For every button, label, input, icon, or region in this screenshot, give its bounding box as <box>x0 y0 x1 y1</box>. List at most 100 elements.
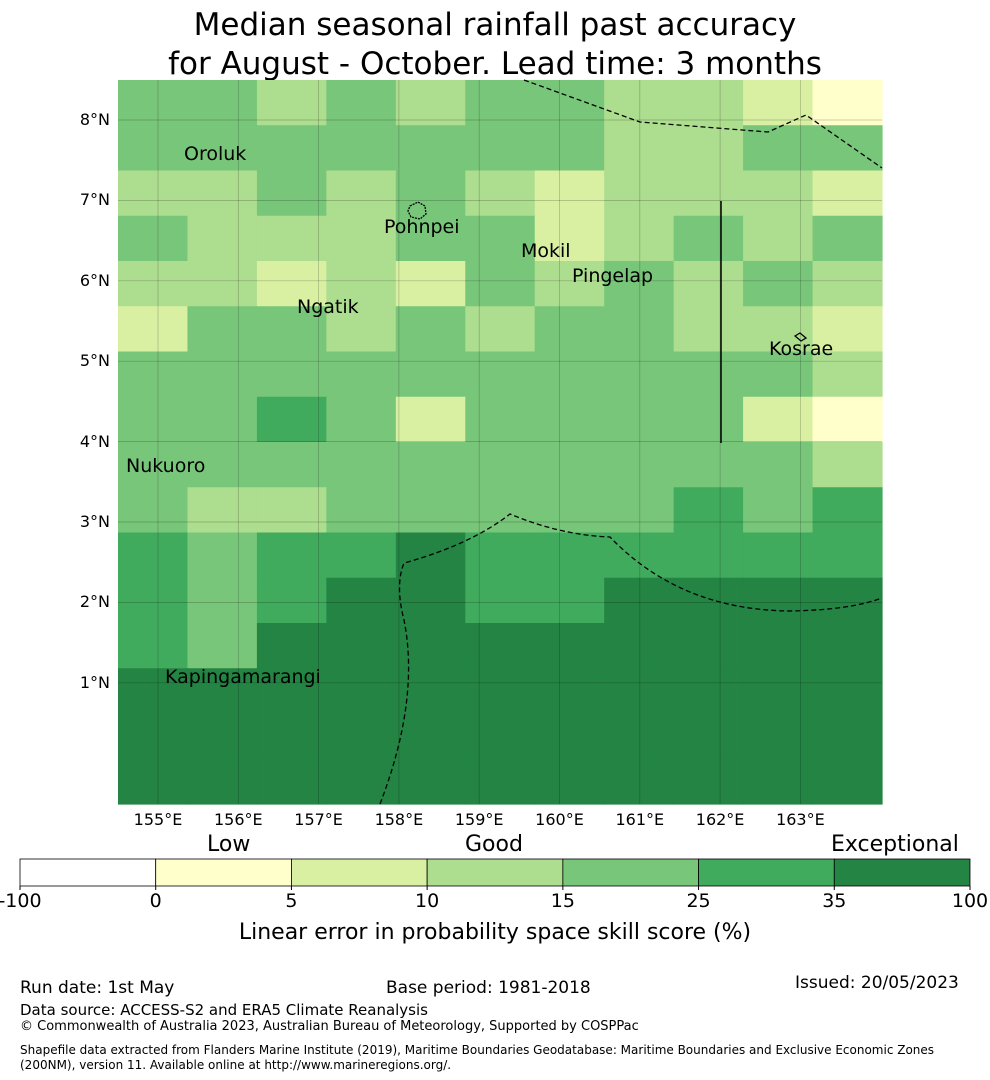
graticule <box>118 80 882 804</box>
skill-cell <box>256 532 327 579</box>
base-period: Base period: 1981-2018 <box>386 978 591 998</box>
skill-cell <box>465 80 536 126</box>
pohnpei-island-shape <box>407 201 427 220</box>
skill-cell <box>465 623 536 669</box>
skill-cell <box>604 351 675 398</box>
colorbar-tick-label: 15 <box>550 890 575 912</box>
skill-cell <box>534 623 605 669</box>
colorbar <box>19 858 971 890</box>
skill-cell <box>326 261 397 307</box>
skill-cell <box>118 261 189 307</box>
skill-cell <box>256 215 327 262</box>
skill-cell <box>673 351 744 398</box>
skill-cell <box>604 487 675 534</box>
skill-cell <box>673 577 744 624</box>
skill-cell <box>673 442 744 488</box>
skill-cell <box>673 668 744 715</box>
skill-cell <box>743 351 814 398</box>
skill-cell <box>118 396 189 443</box>
issued-date: Issued: 20/05/2023 <box>795 973 959 993</box>
skill-cell <box>534 442 605 488</box>
skill-cell <box>118 170 189 217</box>
place-label-ngatik: Ngatik <box>297 296 359 318</box>
skill-cell <box>187 351 258 398</box>
skill-cell <box>604 170 675 217</box>
skill-cell <box>604 442 675 488</box>
colorbar-category-low: Low <box>207 832 251 857</box>
skill-cell <box>673 125 744 172</box>
skill-cell <box>673 80 744 126</box>
skill-cell <box>187 396 258 443</box>
skill-cell <box>256 261 327 307</box>
skill-cell <box>187 80 258 126</box>
place-label-pingelap: Pingelap <box>572 265 654 287</box>
skill-cell <box>465 758 536 805</box>
skill-cell <box>812 713 883 760</box>
data-source: Data source: ACCESS-S2 and ERA5 Climate … <box>20 1001 428 1019</box>
skill-cell <box>118 758 189 805</box>
skill-cell <box>743 668 814 715</box>
colorbar-category-exceptional: Exceptional <box>831 832 959 857</box>
skill-cell <box>812 396 883 443</box>
skill-cell <box>187 442 258 488</box>
skill-cell <box>743 577 814 624</box>
colorbar-segment <box>698 858 835 887</box>
skill-cell <box>812 306 883 353</box>
skill-cell <box>743 215 814 262</box>
skill-cell <box>673 487 744 534</box>
skill-cell <box>395 125 466 172</box>
latitude-tick-label: 6°N <box>79 270 110 290</box>
skill-cell <box>465 261 536 307</box>
place-label-kosrae: Kosrae <box>769 338 834 360</box>
copyright-notice: © Commonwealth of Australia 2023, Austra… <box>20 1019 639 1034</box>
shapefile-credit-line-1: Shapefile data extracted from Flanders M… <box>20 1043 935 1057</box>
skill-cell <box>395 306 466 353</box>
place-label-nukuoro: Nukuoro <box>126 455 206 477</box>
colorbar-tick-label: -100 <box>0 890 42 912</box>
skill-cell <box>465 487 536 534</box>
skill-cell <box>534 758 605 805</box>
run-date: Run date: 1st May <box>20 978 175 998</box>
skill-cell <box>187 215 258 262</box>
skill-cell <box>118 487 189 534</box>
skill-cell <box>326 215 397 262</box>
skill-cell <box>812 623 883 669</box>
skill-cell <box>465 668 536 715</box>
skill-cell <box>187 261 258 307</box>
skill-cell <box>812 442 883 488</box>
skill-cell <box>604 125 675 172</box>
skill-cell <box>673 532 744 579</box>
skill-cell <box>326 396 397 443</box>
shapefile-credit-line-2: (200NM), version 11. Available online at… <box>20 1058 452 1072</box>
colorbar-tick-label: 100 <box>951 890 989 912</box>
colorbar-tick-label: 5 <box>285 890 298 912</box>
skill-cell <box>673 261 744 307</box>
skill-grid <box>118 80 883 805</box>
longitude-tick-label: 162°E <box>695 810 745 829</box>
skill-cell <box>395 215 466 262</box>
skill-cell <box>118 306 189 353</box>
skill-cell <box>534 80 605 126</box>
skill-cell <box>743 125 814 172</box>
skill-cell <box>812 170 883 217</box>
skill-cell <box>395 487 466 534</box>
skill-cell <box>743 261 814 307</box>
skill-cell <box>326 306 397 353</box>
skill-cell <box>534 215 605 262</box>
skill-cell <box>604 306 675 353</box>
skill-cell <box>743 758 814 805</box>
skill-cell <box>326 668 397 715</box>
skill-cell <box>465 170 536 217</box>
skill-cell <box>395 442 466 488</box>
skill-cell <box>604 758 675 805</box>
skill-cell <box>743 442 814 488</box>
skill-cell <box>743 532 814 579</box>
colorbar-segment <box>155 858 292 887</box>
skill-cell <box>534 713 605 760</box>
colorbar-tick-label: 0 <box>149 890 162 912</box>
skill-cell <box>326 487 397 534</box>
skill-cell <box>743 487 814 534</box>
skill-cell <box>465 713 536 760</box>
skill-cell <box>812 577 883 624</box>
skill-cell <box>395 713 466 760</box>
